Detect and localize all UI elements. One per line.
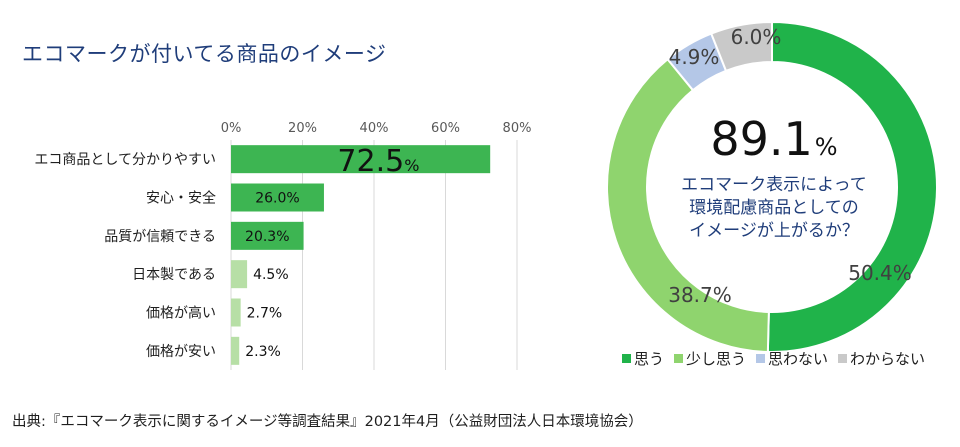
legend-label: 少し思う: [686, 350, 747, 368]
x-tick-label: 80%: [503, 121, 532, 136]
donut-center-line: エコマーク表示によって: [681, 175, 867, 195]
donut-legend: 思う 少し思う 思わない わからない: [622, 348, 925, 369]
category-label: 価格が高い: [146, 305, 216, 322]
legend-item: 思う: [622, 348, 664, 369]
slice-label: 4.9%: [669, 45, 720, 69]
donut-slice: [709, 20, 773, 73]
data-label: 4.5%: [253, 267, 289, 283]
donut-slice: [766, 20, 938, 353]
donut-center-unit: %: [814, 133, 838, 161]
slice-label: 38.7%: [668, 283, 732, 307]
legend-item: わからない: [838, 348, 925, 369]
x-tick-label: 40%: [360, 121, 389, 136]
legend-label: 思わない: [768, 350, 829, 368]
donut-center-number: 89.1: [710, 112, 813, 166]
donut-center-line: 環境配慮商品としての: [689, 198, 859, 218]
data-label: 26.0%: [255, 191, 299, 207]
category-label: 品質が信頼できる: [104, 229, 216, 245]
legend-swatch: [838, 354, 848, 363]
bar: [231, 145, 491, 174]
x-tick-label: 0%: [221, 121, 242, 136]
legend-item: 思わない: [756, 348, 828, 369]
legend-label: わからない: [850, 350, 926, 368]
donut-slice: [606, 57, 770, 353]
category-label: 安心・安全: [146, 190, 216, 207]
donut-center-value: 89.1%: [664, 112, 884, 166]
data-label: 2.7%: [247, 306, 283, 322]
donut-center-line: イメージが上がるか？: [689, 221, 859, 241]
category-label: 価格が安い: [146, 344, 216, 360]
x-tick-label: 60%: [431, 121, 460, 136]
data-label: 72.5: [337, 144, 404, 179]
category-label: 日本製である: [132, 267, 216, 283]
data-label: 20.3%: [245, 229, 289, 245]
source-note: 出典:『エコマーク表示に関するイメージ等調査結果』2021年4月（公益財団法人日…: [12, 414, 643, 430]
legend-swatch: [674, 354, 684, 363]
legend-swatch: [756, 354, 766, 363]
x-tick-label: 20%: [288, 121, 317, 136]
category-label: エコ商品として分かりやすい: [34, 152, 216, 168]
legend-label: 思う: [634, 350, 665, 368]
slice-label: 50.4%: [848, 261, 912, 285]
data-label: 2.3%: [245, 344, 281, 360]
chart-title: エコマークが付いてる商品のイメージ: [22, 42, 387, 66]
bar: [231, 260, 248, 289]
data-label-unit: %: [404, 156, 419, 175]
legend-swatch: [622, 354, 631, 363]
slice-label: 6.0%: [731, 25, 782, 49]
bar: [231, 221, 304, 250]
bar: [231, 183, 324, 212]
bar: [231, 336, 240, 365]
donut-center-text: エコマーク表示によって 環境配慮商品としての イメージが上がるか？: [654, 174, 894, 243]
bar: [231, 298, 241, 327]
legend-item: 少し思う: [674, 348, 746, 369]
